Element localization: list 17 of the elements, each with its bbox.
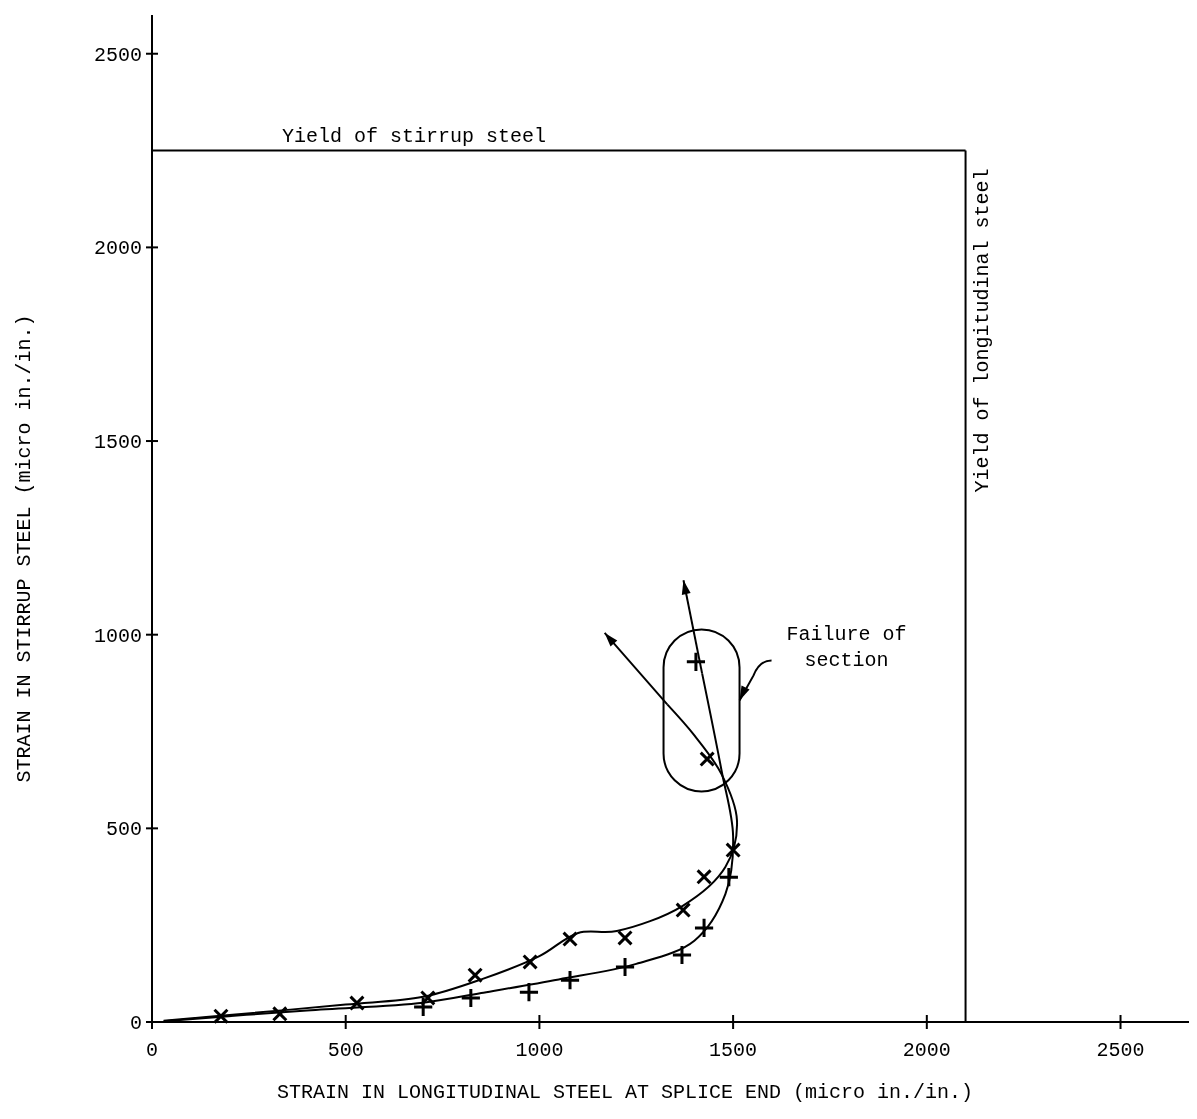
- x-tick-label: 2500: [1096, 1039, 1145, 1062]
- x-axis-title: STRAIN IN LONGITUDINAL STEEL AT SPLICE END (micro in./in.): [276, 1081, 974, 1104]
- y-tick-label: 500: [105, 818, 142, 842]
- y-tick-label: 1000: [93, 624, 142, 648]
- annotation: Failure of section: [786, 623, 907, 673]
- y-tick-label: 2000: [93, 237, 142, 261]
- y-tick-label: 0: [129, 1012, 142, 1035]
- x-tick-label: 1500: [709, 1039, 758, 1062]
- x-tick-label: 2000: [902, 1039, 951, 1062]
- ref-line-label: Yield of stirrup steel: [282, 124, 547, 148]
- y-axis-title: STRAIN IN STIRRUP STEEL (micro in./in.): [13, 314, 36, 783]
- y-tick-label: 1500: [93, 431, 142, 455]
- x-tick-label: 500: [327, 1039, 364, 1062]
- x-tick-label: 0: [145, 1039, 159, 1062]
- ref-line-label: Yield of longitudinal steel: [970, 168, 994, 493]
- x-tick-label: 1000: [515, 1039, 564, 1062]
- y-tick-label: 2500: [93, 43, 142, 67]
